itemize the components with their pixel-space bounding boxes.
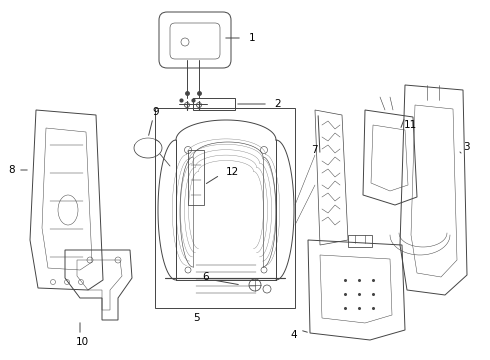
Bar (155, 108, 295, 308)
Text: 1: 1 (249, 33, 255, 43)
Text: 9: 9 (153, 107, 159, 117)
Text: 12: 12 (225, 167, 239, 177)
Text: 7: 7 (311, 145, 318, 155)
Text: 5: 5 (193, 313, 199, 323)
Bar (188, 150, 204, 205)
Text: 10: 10 (75, 337, 89, 347)
Bar (193, 98, 235, 110)
Text: 3: 3 (463, 142, 469, 152)
Bar (348, 235, 372, 247)
Text: 4: 4 (291, 330, 297, 340)
Text: 11: 11 (403, 120, 416, 130)
Text: 2: 2 (275, 99, 281, 109)
Text: 6: 6 (203, 272, 209, 282)
Text: 8: 8 (9, 165, 15, 175)
